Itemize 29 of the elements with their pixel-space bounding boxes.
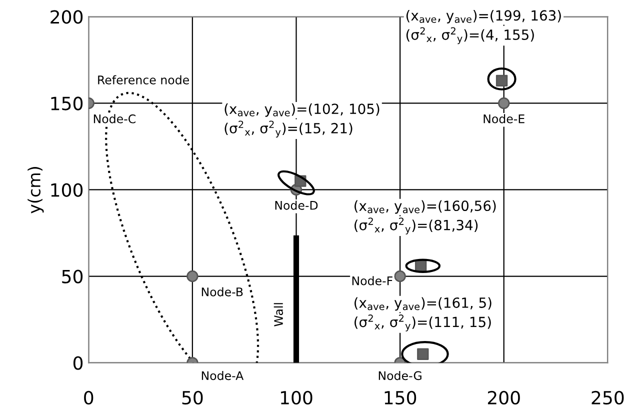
annotation: (x$_{ave}$, y$_{ave}$)=(160,56) [354,200,496,214]
annotation: (σ$^{2}$$_{x}$, σ$^{2}$$_{y}$)=(81,34) [354,218,478,234]
annotation: Node-A [202,370,244,380]
annotation: (σ$^{2}$$_{x}$, σ$^{2}$$_{y}$)=(15, 21) [224,120,352,138]
y-tick-label: 200 [50,10,83,24]
annotation: Wall [274,303,284,326]
x-tick-label: 250 [592,390,624,405]
y-axis-title: y(cm) [28,167,44,214]
annotation: (x$_{ave}$, y$_{ave}$)=(102, 105) [224,103,380,117]
x-tick-label: 100 [280,390,312,405]
annotation: Node-G [378,370,422,380]
annotation: Node-B [202,287,243,296]
x-tick-label: 50 [182,390,203,405]
annotation: Reference node [98,75,189,84]
annotation: (x$_{ave}$, y$_{ave}$)=(161, 5) [354,297,492,311]
y-tick-label: 0 [73,356,83,370]
annotation: (σ$^{2}$$_{x}$, σ$^{2}$$_{y}$)=(4, 155) [406,27,534,44]
x-tick-label: 150 [384,390,416,405]
annotation: (σ$^{2}$$_{x}$, σ$^{2}$$_{y}$)=(111, 15) [354,314,491,332]
annotation: Node-C [94,114,136,124]
annotation: Node-D [275,200,318,210]
x-tick-label: 200 [488,390,520,405]
y-tick-label: 150 [51,96,83,110]
y-tick-label: 50 [62,270,83,284]
y-tick-label: 100 [51,183,83,197]
annotation: Node-E [484,114,524,124]
annotation: Node-F [352,276,392,286]
annotation: (x$_{ave}$, y$_{ave}$)=(199, 163) [406,10,561,24]
x-tick-label: 0 [84,390,94,405]
